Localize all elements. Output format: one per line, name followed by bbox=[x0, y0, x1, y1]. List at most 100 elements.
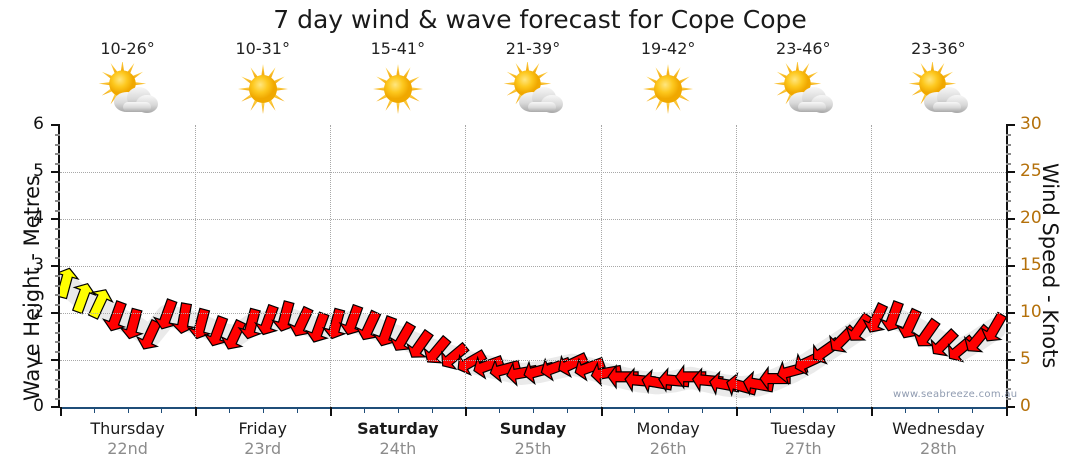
temperature-range: 15-41° bbox=[370, 39, 426, 58]
left-axis-tick bbox=[51, 359, 60, 361]
weather-icon-wrap bbox=[60, 59, 195, 118]
x-axis-tick bbox=[668, 407, 670, 413]
x-axis-tick bbox=[566, 407, 568, 413]
left-axis-minor-tick bbox=[55, 200, 60, 203]
day-date: 22nd bbox=[107, 439, 148, 458]
wind-arrow bbox=[254, 303, 279, 336]
x-axis-tick bbox=[93, 407, 95, 413]
x-axis-tick bbox=[803, 407, 805, 413]
day-name: Tuesday bbox=[770, 419, 836, 438]
x-axis-tick bbox=[262, 407, 264, 413]
left-axis-minor-tick bbox=[55, 153, 60, 156]
wind-arrow bbox=[742, 370, 775, 396]
gridline-vertical bbox=[870, 125, 872, 407]
day-date: 25th bbox=[514, 439, 552, 458]
wind-arrow bbox=[170, 302, 196, 335]
right-axis-minor-tick bbox=[1006, 331, 1011, 334]
right-axis-tick bbox=[1006, 124, 1015, 126]
right-axis-minor-tick bbox=[1006, 256, 1011, 259]
wind-arrow bbox=[237, 307, 263, 340]
x-axis-tick bbox=[701, 407, 703, 413]
gridline-horizontal bbox=[60, 360, 1006, 361]
left-axis-tick bbox=[51, 218, 60, 220]
left-axis-minor-tick bbox=[55, 397, 60, 400]
temperature-range: 19-42° bbox=[640, 39, 696, 58]
day-name: Sunday bbox=[499, 419, 567, 438]
sunny-icon bbox=[232, 62, 294, 116]
day-footer-friday: Friday 23rd bbox=[195, 419, 330, 459]
sunny-icon bbox=[637, 62, 699, 116]
temperature-range: 23-46° bbox=[776, 39, 831, 58]
gridline-vertical bbox=[195, 125, 197, 407]
gridline-vertical bbox=[735, 125, 737, 407]
x-axis-tick bbox=[431, 407, 433, 413]
x-axis-tick bbox=[499, 407, 501, 413]
temperature-range: 10-31° bbox=[235, 39, 290, 58]
day-header-saturday: 15-41° bbox=[330, 40, 465, 125]
right-axis-minor-tick bbox=[1006, 181, 1011, 184]
left-axis-minor-tick bbox=[55, 331, 60, 334]
x-axis-tick bbox=[533, 407, 534, 413]
x-axis-tick bbox=[938, 407, 940, 413]
partly-cloudy-icon bbox=[97, 59, 159, 116]
plot-area bbox=[58, 125, 1008, 409]
day-footer-monday: Monday 26th bbox=[601, 419, 736, 459]
right-axis-tick-label: 10 bbox=[1020, 302, 1042, 322]
x-axis-tick bbox=[837, 407, 839, 413]
weather-icon-wrap bbox=[465, 59, 600, 118]
right-axis-minor-tick bbox=[1006, 388, 1011, 391]
day-footer-saturday: Saturday 24th bbox=[330, 419, 465, 459]
gridline-vertical bbox=[465, 125, 467, 407]
day-footer-thursday: Thursday 22nd bbox=[60, 419, 195, 459]
right-axis-minor-tick bbox=[1006, 350, 1011, 353]
right-axis-tick bbox=[1006, 171, 1015, 173]
wind-arrow bbox=[87, 289, 114, 320]
x-axis-tick bbox=[228, 407, 230, 413]
right-axis-minor-tick bbox=[1006, 143, 1011, 146]
weather-icon-wrap bbox=[195, 62, 330, 118]
left-axis-minor-tick bbox=[55, 247, 60, 250]
right-axis-tick bbox=[1006, 312, 1015, 314]
x-axis-tick bbox=[769, 407, 771, 413]
x-axis-tick bbox=[904, 407, 906, 413]
left-axis-minor-tick bbox=[55, 388, 60, 391]
wind-arrow bbox=[862, 302, 889, 333]
gridline-horizontal bbox=[60, 266, 1006, 267]
day-name: Monday bbox=[636, 419, 700, 438]
left-axis-minor-tick bbox=[55, 134, 60, 137]
left-axis-tick-label: 6 bbox=[33, 114, 44, 134]
right-axis-tick-label: 15 bbox=[1020, 255, 1042, 275]
right-axis-tick bbox=[1006, 406, 1015, 408]
gridline-horizontal bbox=[60, 313, 1006, 314]
left-axis-tick-label: 5 bbox=[33, 161, 44, 181]
right-axis-minor-tick bbox=[1006, 153, 1011, 156]
temperature-range: 23-36° bbox=[911, 39, 966, 58]
partly-cloudy-icon bbox=[502, 59, 564, 116]
gridline-vertical bbox=[600, 125, 602, 407]
weather-icon-wrap bbox=[330, 62, 465, 118]
right-axis-minor-tick bbox=[1006, 303, 1011, 306]
right-axis-minor-tick bbox=[1006, 237, 1011, 240]
wind-arrow bbox=[457, 349, 488, 377]
day-date: 23rd bbox=[244, 439, 282, 458]
day-footer-tuesday: Tuesday 27th bbox=[736, 419, 871, 459]
weather-icon-wrap bbox=[871, 59, 1006, 118]
left-axis-minor-tick bbox=[55, 228, 60, 231]
right-axis-minor-tick bbox=[1006, 369, 1011, 372]
wind-arrow bbox=[759, 365, 791, 392]
x-axis-tick bbox=[330, 407, 333, 416]
right-axis-tick bbox=[1006, 265, 1015, 267]
wind-arrow bbox=[60, 267, 80, 300]
right-axis-minor-tick bbox=[1006, 190, 1011, 193]
day-date: 24th bbox=[379, 439, 417, 458]
left-axis-minor-tick bbox=[55, 190, 60, 193]
x-axis-tick bbox=[735, 407, 738, 416]
day-date: 28th bbox=[920, 439, 957, 458]
day-name: Wednesday bbox=[892, 419, 985, 438]
left-axis-tick bbox=[51, 124, 60, 126]
right-axis-minor-tick bbox=[1006, 209, 1011, 212]
weather-icon-wrap bbox=[736, 59, 871, 118]
right-axis-tick-label: 25 bbox=[1020, 161, 1042, 181]
partly-cloudy-icon bbox=[907, 59, 969, 116]
